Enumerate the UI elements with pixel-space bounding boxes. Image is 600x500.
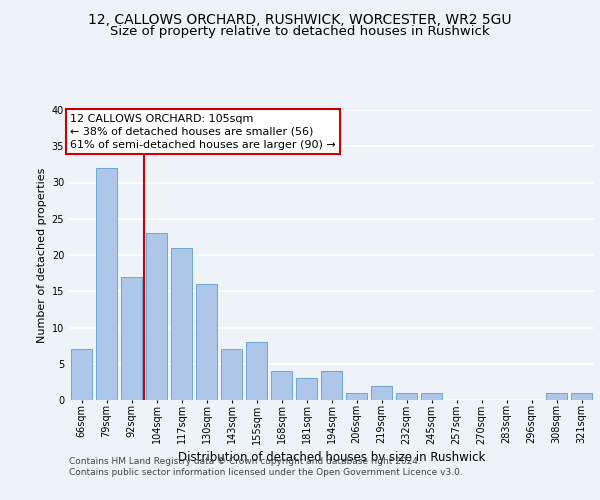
Text: Size of property relative to detached houses in Rushwick: Size of property relative to detached ho… (110, 25, 490, 38)
Bar (121, 277, 142, 400)
Bar (571, 393, 592, 400)
Bar (171, 248, 192, 400)
Text: 12, CALLOWS ORCHARD, RUSHWICK, WORCESTER, WR2 5GU: 12, CALLOWS ORCHARD, RUSHWICK, WORCESTER… (88, 12, 512, 26)
Bar (221, 349, 242, 400)
Bar (246, 342, 267, 400)
Bar (396, 393, 417, 400)
Bar (346, 393, 367, 400)
Bar (71, 349, 92, 400)
Bar (371, 386, 392, 400)
Bar (146, 233, 167, 400)
Bar (271, 371, 292, 400)
Bar (321, 371, 342, 400)
Y-axis label: Number of detached properties: Number of detached properties (37, 168, 47, 342)
Text: Contains HM Land Registry data © Crown copyright and database right 2024.
Contai: Contains HM Land Registry data © Crown c… (69, 458, 463, 477)
Text: 12 CALLOWS ORCHARD: 105sqm
← 38% of detached houses are smaller (56)
61% of semi: 12 CALLOWS ORCHARD: 105sqm ← 38% of deta… (70, 114, 336, 150)
Bar (546, 393, 567, 400)
Bar (421, 393, 442, 400)
Bar (96, 168, 117, 400)
Bar (296, 378, 317, 400)
Bar (196, 284, 217, 400)
X-axis label: Distribution of detached houses by size in Rushwick: Distribution of detached houses by size … (178, 450, 485, 464)
